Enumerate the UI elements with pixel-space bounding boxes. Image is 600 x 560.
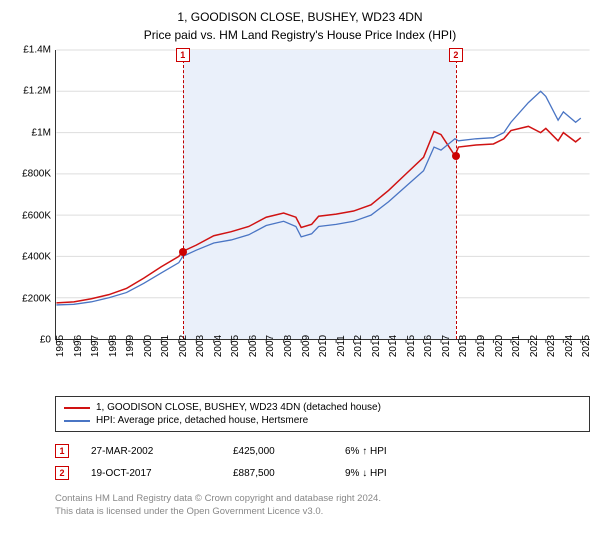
sale-dot — [452, 152, 460, 160]
y-tick-label: £1.2M — [23, 86, 51, 97]
x-tick-label: 2025 — [581, 335, 592, 357]
x-tick-label: 2021 — [511, 335, 522, 357]
x-tick-label: 2003 — [195, 335, 206, 357]
x-tick-label: 2018 — [458, 335, 469, 357]
sale-row-price: £887,500 — [233, 468, 323, 479]
sale-vline — [183, 50, 184, 339]
sale-row-diff: 9% ↓ HPI — [345, 468, 425, 479]
sale-vline — [456, 50, 457, 339]
y-tick-label: £800K — [22, 169, 51, 180]
x-tick-label: 2023 — [546, 335, 557, 357]
sale-marker-box: 2 — [449, 48, 463, 62]
legend-swatch-hpi — [64, 420, 90, 422]
legend-label-hpi: HPI: Average price, detached house, Hert… — [96, 415, 308, 426]
y-tick-label: £0 — [40, 335, 51, 346]
x-tick-label: 2022 — [529, 335, 540, 357]
title-block: 1, GOODISON CLOSE, BUSHEY, WD23 4DN Pric… — [10, 8, 590, 44]
chart-container: 1, GOODISON CLOSE, BUSHEY, WD23 4DN Pric… — [0, 0, 600, 527]
x-axis: 1995199619971998199920002001200220032004… — [55, 340, 590, 390]
x-tick-label: 1999 — [125, 335, 136, 357]
x-tick-label: 2001 — [160, 335, 171, 357]
x-tick-label: 1997 — [90, 335, 101, 357]
y-tick-label: £600K — [22, 210, 51, 221]
x-tick-label: 2024 — [564, 335, 575, 357]
sale-dot — [179, 248, 187, 256]
plot-area: 12 — [55, 50, 590, 340]
x-tick-label: 1996 — [73, 335, 84, 357]
x-tick-label: 2020 — [494, 335, 505, 357]
x-tick-label: 2004 — [213, 335, 224, 357]
legend-row-hpi: HPI: Average price, detached house, Hert… — [64, 414, 581, 427]
x-tick-label: 2013 — [371, 335, 382, 357]
legend: 1, GOODISON CLOSE, BUSHEY, WD23 4DN (det… — [55, 396, 590, 432]
sale-marker-box: 1 — [176, 48, 190, 62]
line-series — [56, 50, 590, 339]
chart-area: £0£200K£400K£600K£800K£1M£1.2M£1.4M 12 1… — [10, 50, 590, 390]
y-tick-label: £1M — [32, 127, 51, 138]
x-tick-label: 2011 — [336, 335, 347, 357]
footer-attribution: Contains HM Land Registry data © Crown c… — [55, 492, 590, 519]
sales-table: 1 27-MAR-2002 £425,000 6% ↑ HPI 2 19-OCT-2017… — [10, 440, 590, 484]
sale-row: 2 19-OCT-2017 £887,500 9% ↓ HPI — [55, 462, 590, 484]
x-tick-label: 2005 — [230, 335, 241, 357]
legend-label-price-paid: 1, GOODISON CLOSE, BUSHEY, WD23 4DN (det… — [96, 402, 381, 413]
y-tick-label: £200K — [22, 293, 51, 304]
x-tick-label: 2012 — [353, 335, 364, 357]
series-price_paid — [56, 126, 580, 303]
sale-row-marker: 1 — [55, 444, 69, 458]
x-tick-label: 1998 — [108, 335, 119, 357]
x-tick-label: 2019 — [476, 335, 487, 357]
x-tick-label: 2010 — [318, 335, 329, 357]
sale-row-date: 19-OCT-2017 — [91, 468, 211, 479]
legend-swatch-price-paid — [64, 407, 90, 409]
sale-row-diff: 6% ↑ HPI — [345, 446, 425, 457]
y-tick-label: £1.4M — [23, 45, 51, 56]
x-tick-label: 1995 — [55, 335, 66, 357]
x-tick-label: 2000 — [143, 335, 154, 357]
legend-row-price-paid: 1, GOODISON CLOSE, BUSHEY, WD23 4DN (det… — [64, 401, 581, 414]
x-tick-label: 2015 — [406, 335, 417, 357]
sale-row-date: 27-MAR-2002 — [91, 446, 211, 457]
series-hpi — [56, 91, 580, 305]
y-axis: £0£200K£400K£600K£800K£1M£1.2M£1.4M — [10, 50, 55, 340]
footer-line2: This data is licensed under the Open Gov… — [55, 505, 590, 518]
y-tick-label: £400K — [22, 252, 51, 263]
x-tick-label: 2002 — [178, 335, 189, 357]
sale-row-marker: 2 — [55, 466, 69, 480]
x-tick-label: 2017 — [441, 335, 452, 357]
x-tick-label: 2009 — [301, 335, 312, 357]
title-subtitle: Price paid vs. HM Land Registry's House … — [10, 26, 590, 44]
x-tick-label: 2008 — [283, 335, 294, 357]
sale-row-price: £425,000 — [233, 446, 323, 457]
x-tick-label: 2016 — [423, 335, 434, 357]
footer-line1: Contains HM Land Registry data © Crown c… — [55, 492, 590, 505]
x-tick-label: 2014 — [388, 335, 399, 357]
x-tick-label: 2007 — [265, 335, 276, 357]
sale-row: 1 27-MAR-2002 £425,000 6% ↑ HPI — [55, 440, 590, 462]
title-address: 1, GOODISON CLOSE, BUSHEY, WD23 4DN — [10, 8, 590, 26]
x-tick-label: 2006 — [248, 335, 259, 357]
